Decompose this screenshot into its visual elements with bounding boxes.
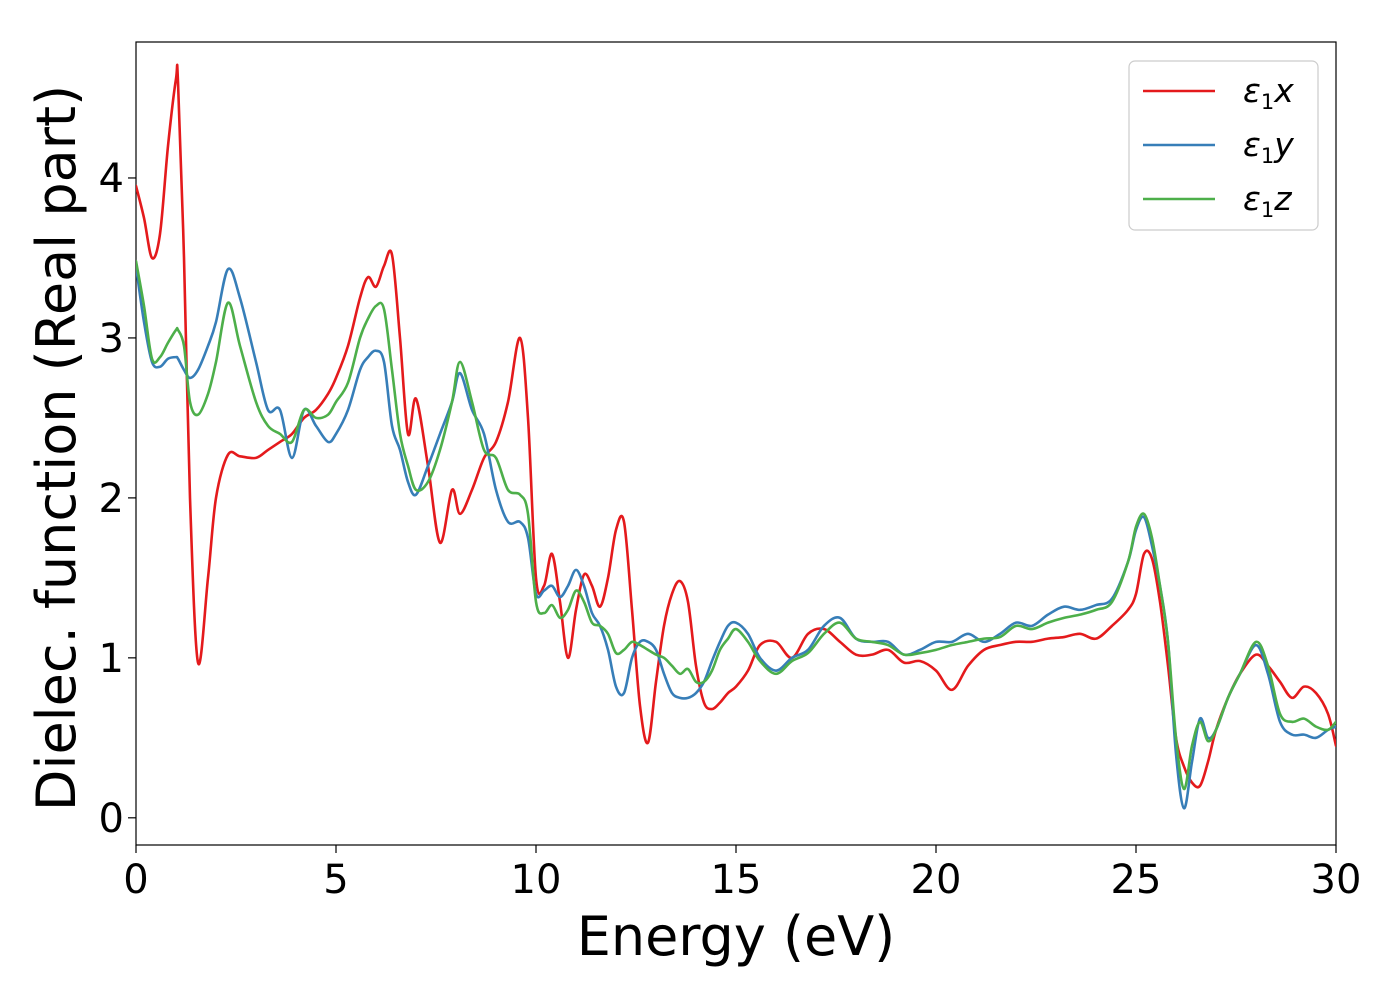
y-axis-label: Dielec. function (Real part) [25, 85, 88, 811]
series-line-z [136, 259, 1336, 791]
y-tick-label: 2 [99, 476, 124, 522]
y-tick-label: 3 [99, 316, 124, 362]
legend-label-z: ε1z [1243, 179, 1292, 222]
x-tick-label: 10 [511, 857, 562, 903]
x-tick-label: 25 [1111, 857, 1162, 903]
x-tick-label: 0 [123, 857, 148, 903]
series-layer [136, 63, 1336, 810]
x-tick-label: 5 [323, 857, 348, 903]
y-axis-ticks: 0 1 2 3 4 [99, 156, 136, 842]
y-tick-label: 0 [99, 796, 124, 842]
y-tick-label: 1 [99, 636, 124, 682]
series-line-y [136, 264, 1336, 810]
legend: ε1x ε1y ε1z [1128, 60, 1319, 231]
series-line-x [136, 63, 1336, 789]
x-tick-label: 15 [711, 857, 762, 903]
legend-box [1128, 60, 1319, 231]
x-axis-label: Energy (eV) [577, 905, 896, 968]
y-tick-label: 4 [99, 156, 124, 202]
legend-label-y: ε1y [1243, 125, 1294, 168]
x-tick-label: 30 [1311, 857, 1362, 903]
x-axis-ticks: 0 5 10 15 20 25 30 [123, 845, 1361, 903]
x-tick-label: 20 [911, 857, 962, 903]
legend-label-x: ε1x [1243, 71, 1294, 114]
